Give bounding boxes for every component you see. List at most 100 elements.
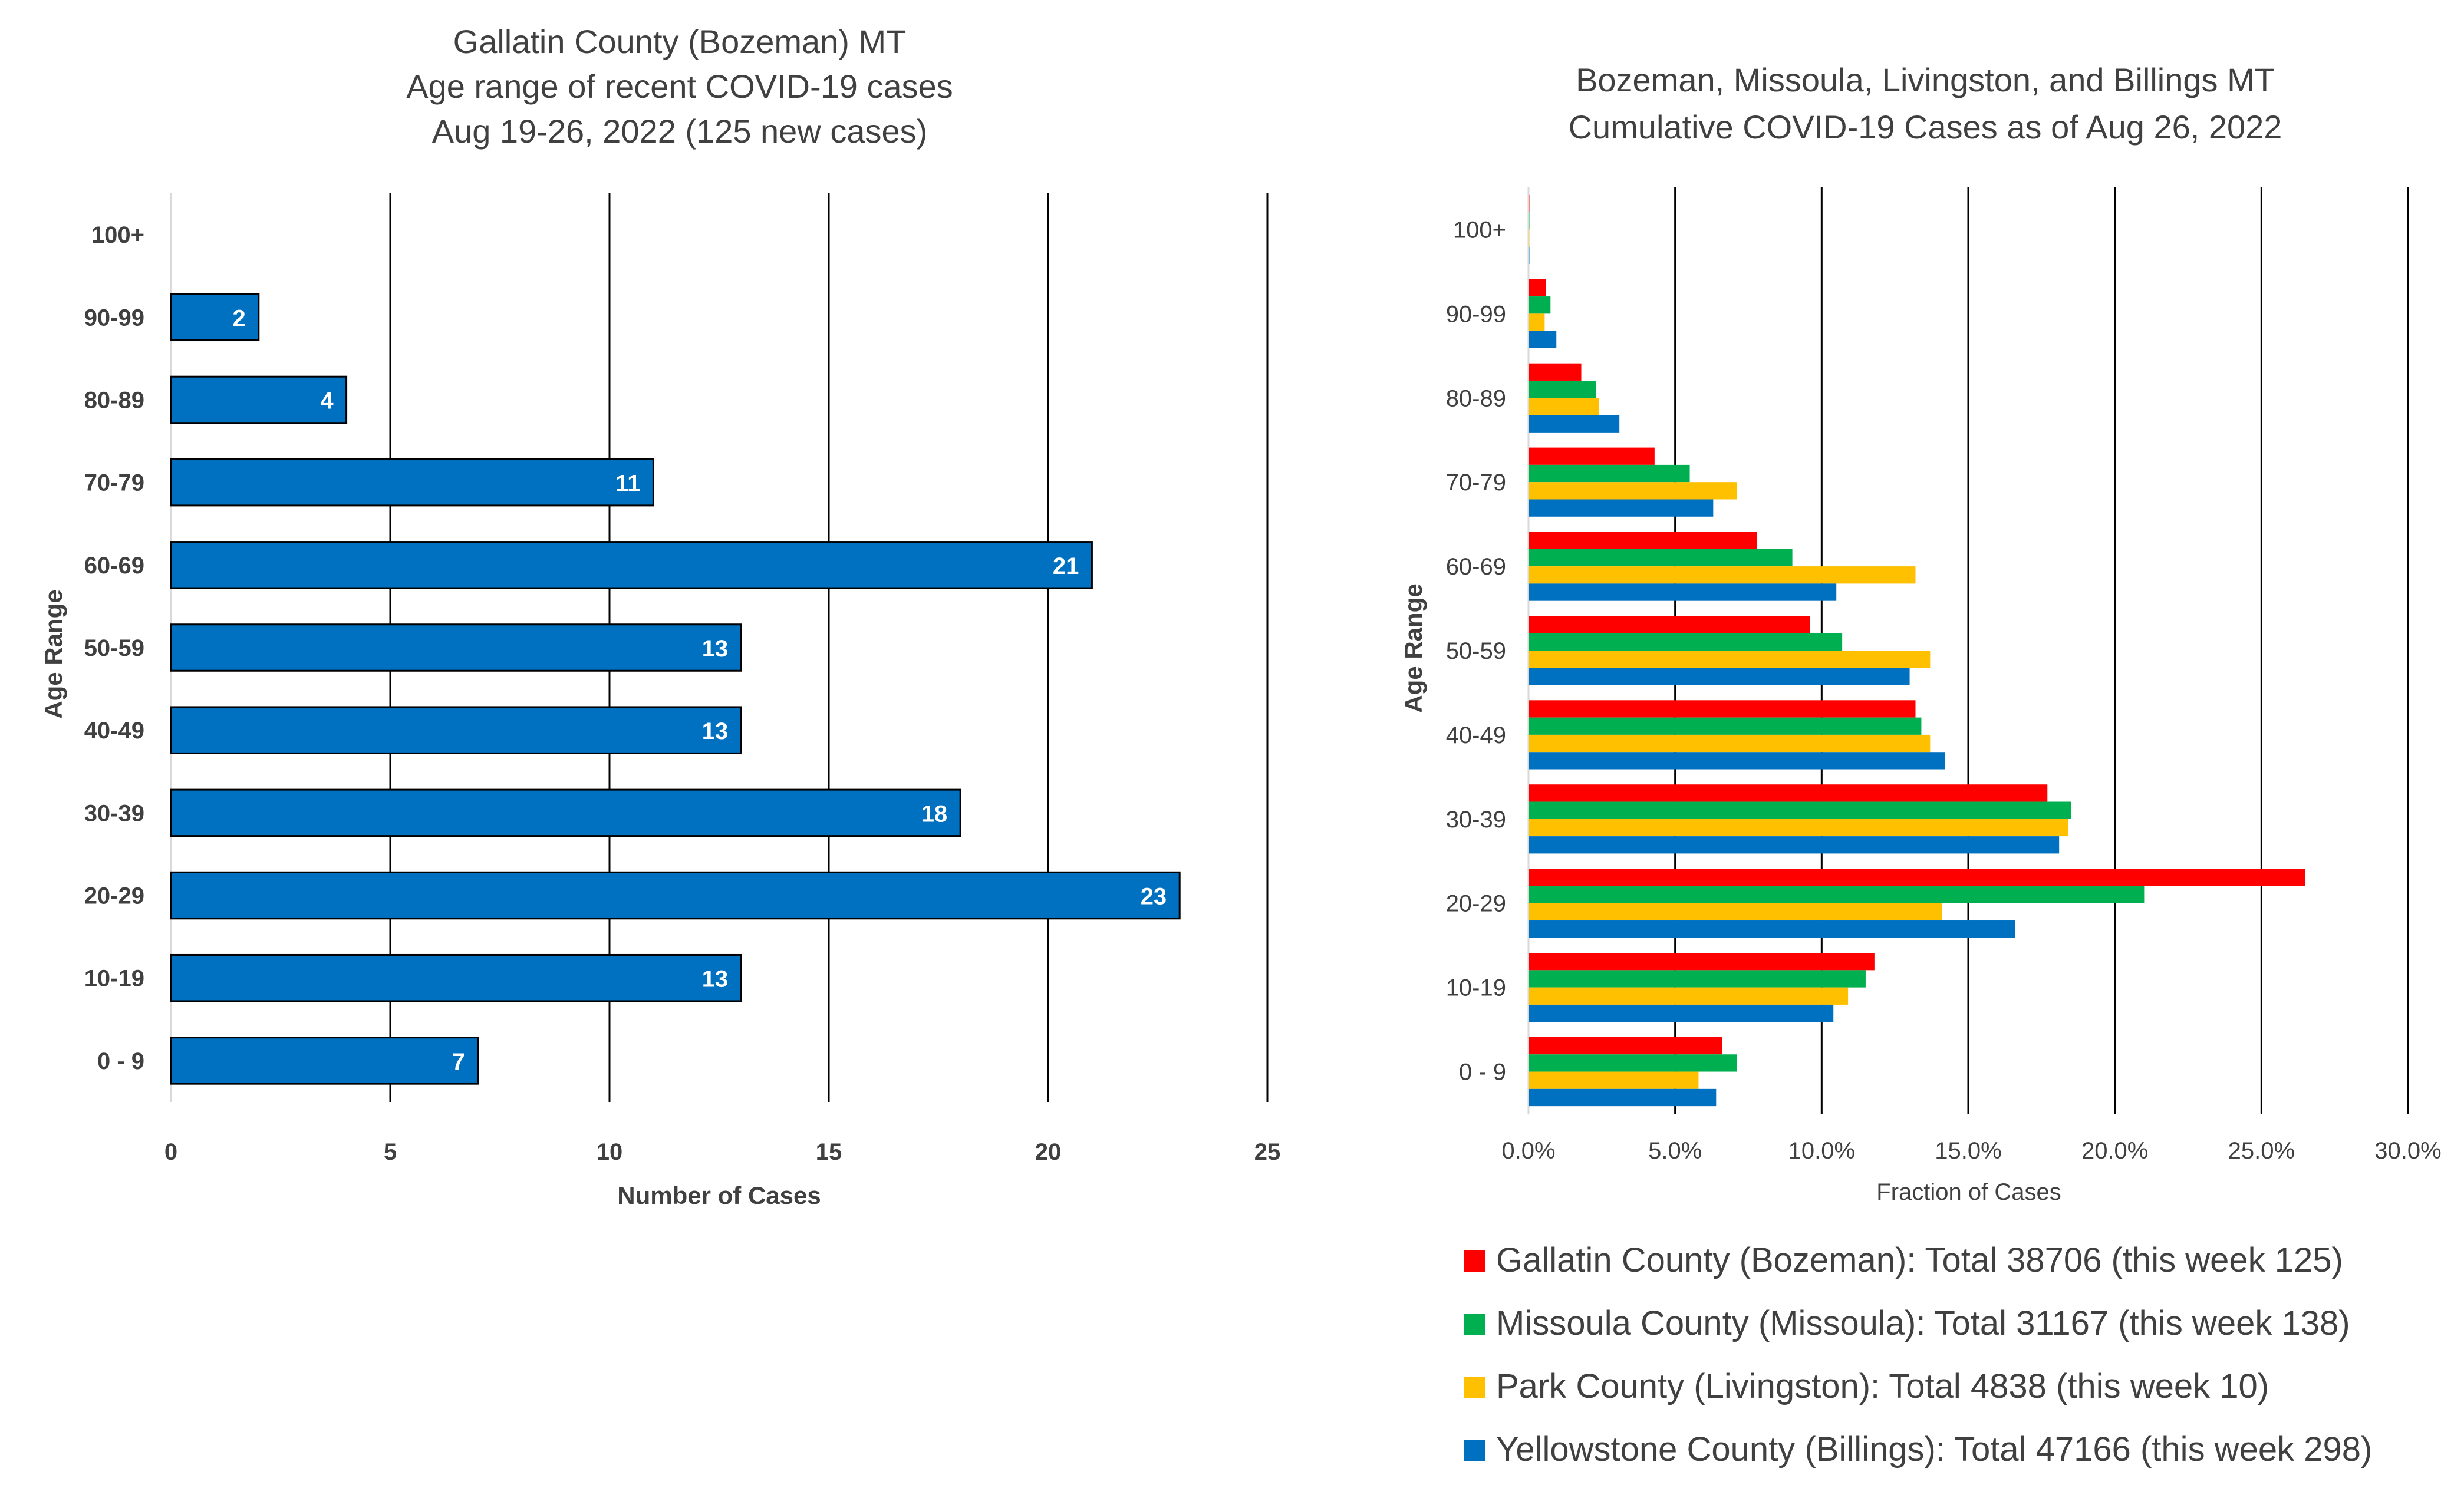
chart2-bar-series-3 [1529, 415, 1620, 433]
chart2-bar-series-2 [1529, 566, 1916, 584]
chart2-bar-series-0 [1529, 784, 2048, 802]
chart1-data-label: 4 [320, 388, 334, 414]
chart2-x-tick-label: 25.0% [2228, 1138, 2295, 1164]
chart1-bar [170, 458, 654, 507]
chart1-data-label: 2 [233, 305, 246, 331]
chart1-category-label: 10-19 [84, 966, 144, 992]
chart2-bar-series-0 [1529, 953, 1875, 971]
chart2-x-tick-label: 5.0% [1648, 1138, 1702, 1164]
chart1-x-tick-label: 0 [164, 1139, 177, 1165]
chart2-bar-series-2 [1529, 1071, 1699, 1089]
legend-swatch [1464, 1314, 1485, 1335]
chart1-category-label: 90-99 [84, 305, 144, 331]
chart2-bar-series-2 [1529, 482, 1737, 500]
legend-swatch [1464, 1440, 1485, 1461]
chart1-title-line-2: Aug 19-26, 2022 (125 new cases) [432, 113, 928, 150]
chart2-bar-series-3 [1529, 1004, 1834, 1022]
chart1-y-axis-title: Age Range [39, 589, 67, 718]
chart1-category-label: 0 - 9 [97, 1048, 144, 1074]
chart1-data-label: 13 [702, 966, 729, 992]
chart1-x-tick-label: 20 [1035, 1139, 1062, 1165]
chart2-category-label: 10-19 [1446, 975, 1506, 1001]
chart2-x-tick-label: 0.0% [1501, 1138, 1555, 1164]
chart2-bar-series-2 [1529, 734, 1931, 753]
chart1-title-line-1: Age range of recent COVID-19 cases [406, 68, 953, 105]
chart1-x-tick-label: 15 [816, 1139, 842, 1165]
chart2-category-label: 40-49 [1446, 722, 1506, 748]
chart1-bar [170, 293, 260, 342]
chart2-bar-series-0 [1529, 363, 1582, 381]
chart1-bar [170, 953, 742, 1002]
chart1-title-line-0: Gallatin County (Bozeman) MT [453, 23, 907, 60]
chart1-data-label: 7 [452, 1049, 465, 1075]
chart1-bar [170, 871, 1181, 920]
chart2-category-label: 0 - 9 [1459, 1060, 1506, 1085]
chart2-bar-series-3 [1529, 836, 2060, 854]
chart2-bar-series-0 [1529, 279, 1546, 297]
cumulative-cases-legend: Gallatin County (Bozeman): Total 38706 (… [1464, 1241, 2372, 1468]
chart2-category-label: 50-59 [1446, 638, 1506, 664]
chart2-category-label: 90-99 [1446, 301, 1506, 327]
chart1-data-label: 18 [921, 801, 948, 827]
chart1-bar [170, 375, 348, 424]
chart1-bar [170, 541, 1093, 589]
chart2-x-tick-label: 10.0% [1788, 1138, 1855, 1164]
chart1-data-label: 11 [615, 471, 640, 497]
chart2-x-tick-label: 30.0% [2374, 1138, 2441, 1164]
chart2-bar-series-2 [1529, 398, 1599, 415]
chart2-bar-series-3 [1529, 752, 1945, 770]
chart2-bar-series-0 [1529, 1037, 1722, 1055]
chart1-bar [170, 623, 742, 672]
chart1-category-label: 40-49 [84, 718, 144, 744]
chart2-bar-series-1 [1529, 886, 2145, 903]
chart1-x-tick-label: 5 [384, 1139, 397, 1165]
chart2-bar-series-1 [1529, 1054, 1737, 1072]
chart1-bar [170, 1037, 479, 1085]
chart2-bar-series-2 [1529, 819, 2068, 837]
gallatin-age-range-chart: Gallatin County (Bozeman) MT Age range of… [39, 23, 1280, 1209]
chart2-bar-series-1 [1529, 464, 1690, 483]
chart2-x-tick-label: 20.0% [2081, 1138, 2148, 1164]
chart2-title-line-0: Bozeman, Missoula, Livingston, and Billi… [1576, 61, 2275, 98]
chart2-category-label: 100+ [1453, 217, 1506, 243]
legend-entry-label: Gallatin County (Bozeman): Total 38706 (… [1496, 1241, 2343, 1279]
chart2-bar-series-1 [1529, 380, 1596, 398]
chart2-category-label: 30-39 [1446, 807, 1506, 833]
chart2-bar-series-3 [1529, 499, 1714, 517]
chart1-category-label: 30-39 [84, 800, 144, 826]
chart1-data-label: 23 [1141, 884, 1167, 910]
chart2-bar-series-3 [1529, 583, 1837, 601]
chart1-x-tick-label: 25 [1254, 1139, 1281, 1165]
chart2-category-label: 80-89 [1446, 385, 1506, 411]
chart1-category-label: 20-29 [84, 883, 144, 909]
legend-swatch [1464, 1377, 1485, 1398]
chart2-category-label: 70-79 [1446, 470, 1506, 496]
chart2-bar-series-1 [1529, 633, 1843, 651]
chart2-bar-series-0 [1529, 616, 1810, 633]
chart2-bar-series-1 [1529, 801, 2071, 819]
chart2-x-tick-label: 15.0% [1935, 1138, 2001, 1164]
chart2-bar-series-3 [1529, 668, 1910, 685]
chart2-title-line-1: Cumulative COVID-19 Cases as of Aug 26, … [1569, 108, 2282, 146]
chart2-bar-series-3 [1529, 920, 2015, 938]
chart2-bar-series-2 [1529, 903, 1942, 921]
chart2-bar-series-0 [1529, 532, 1757, 549]
chart2-y-axis-title: Age Range [1399, 583, 1427, 712]
chart2-bar-series-1 [1529, 549, 1793, 567]
legend-entry-label: Park County (Livingston): Total 4838 (th… [1496, 1367, 2269, 1405]
chart2-category-label: 20-29 [1446, 891, 1506, 917]
chart2-bar-series-2 [1529, 651, 1931, 668]
chart1-x-axis-title: Number of Cases [617, 1182, 821, 1209]
chart2-bar-series-2 [1529, 987, 1849, 1005]
chart1-data-label: 13 [702, 636, 729, 662]
chart1-x-tick-label: 10 [597, 1139, 623, 1165]
chart2-bar-series-1 [1529, 296, 1551, 314]
chart1-category-label: 50-59 [84, 635, 144, 661]
chart1-data-label: 21 [1053, 553, 1079, 579]
chart2-x-axis-title: Fraction of Cases [1876, 1179, 2061, 1205]
chart2-bar-series-1 [1529, 717, 1922, 735]
chart2-bar-series-0 [1529, 700, 1916, 718]
chart2-bar-series-3 [1529, 331, 1557, 348]
chart2-bar-series-3 [1529, 1088, 1717, 1107]
